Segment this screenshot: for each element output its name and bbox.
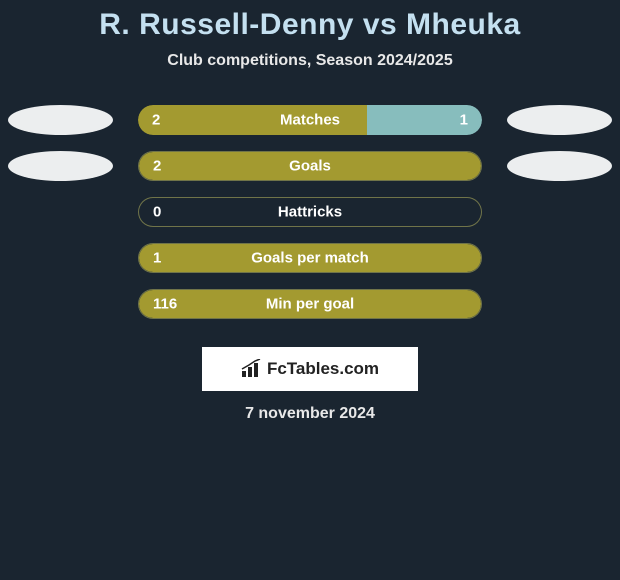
vs-text: vs bbox=[363, 8, 397, 41]
logo-text: FcTables.com bbox=[267, 359, 379, 379]
stat-label: Goals per match bbox=[251, 250, 369, 267]
logo-inner: FcTables.com bbox=[241, 359, 379, 379]
stat-label: Goals bbox=[289, 158, 331, 175]
stat-row: 0 Hattricks bbox=[0, 197, 620, 227]
player-right-marker bbox=[507, 151, 612, 181]
page-title: R. Russell-Denny vs Mheuka bbox=[0, 8, 620, 42]
stat-row: 2 Goals bbox=[0, 151, 620, 181]
stat-label: Matches bbox=[280, 112, 340, 129]
stat-bar: 2 Goals bbox=[138, 151, 482, 181]
stat-label: Hattricks bbox=[278, 204, 342, 221]
player-left-name: R. Russell-Denny bbox=[99, 8, 354, 41]
stat-left-value: 116 bbox=[153, 296, 177, 313]
stat-rows: 2 1 Matches 2 Goals 0 Hattricks 1 Goals per matc… bbox=[0, 105, 620, 319]
stat-left-value: 2 bbox=[153, 158, 161, 175]
player-right-name: Mheuka bbox=[406, 8, 521, 41]
stat-right-value: 1 bbox=[460, 112, 468, 129]
stat-left-value: 0 bbox=[153, 204, 161, 221]
stat-row: 116 Min per goal bbox=[0, 289, 620, 319]
stat-row: 2 1 Matches bbox=[0, 105, 620, 135]
stat-bar: 116 Min per goal bbox=[138, 289, 482, 319]
subtitle: Club competitions, Season 2024/2025 bbox=[0, 52, 620, 70]
stat-bar: 2 1 Matches bbox=[138, 105, 482, 135]
stat-bar: 1 Goals per match bbox=[138, 243, 482, 273]
stat-left-value: 2 bbox=[152, 112, 160, 129]
stat-label: Min per goal bbox=[266, 296, 354, 313]
logo-block: FcTables.com bbox=[202, 347, 418, 391]
logo-chart-icon bbox=[241, 359, 263, 379]
player-left-marker bbox=[8, 151, 113, 181]
date-line: 7 november 2024 bbox=[0, 405, 620, 423]
player-right-marker bbox=[507, 105, 612, 135]
stat-bar: 0 Hattricks bbox=[138, 197, 482, 227]
stat-left-value: 1 bbox=[153, 250, 161, 267]
comparison-container: R. Russell-Denny vs Mheuka Club competit… bbox=[0, 0, 620, 423]
stat-row: 1 Goals per match bbox=[0, 243, 620, 273]
player-left-marker bbox=[8, 105, 113, 135]
